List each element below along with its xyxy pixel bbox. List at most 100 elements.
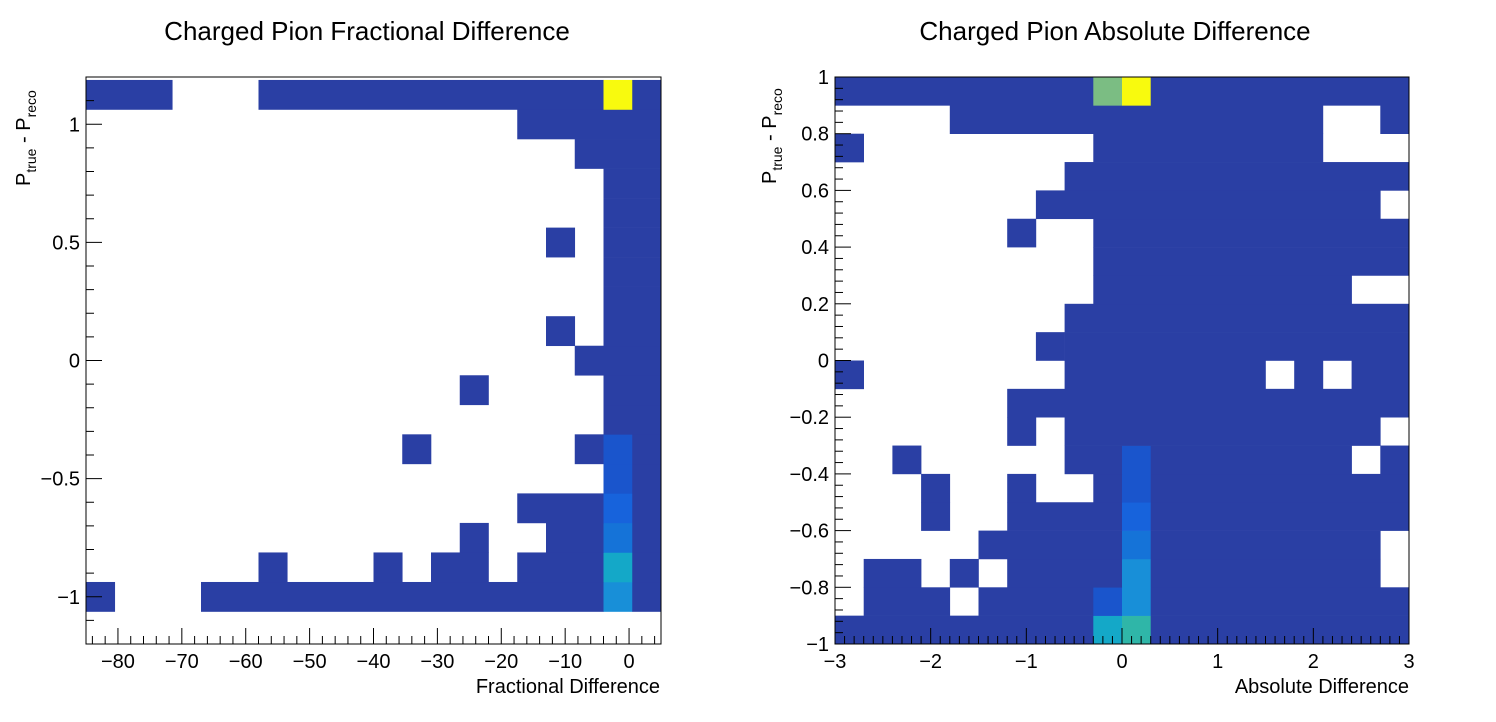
x-tick-label: 3 <box>1403 651 1414 673</box>
heatmap-cell <box>1064 417 1381 446</box>
y-tick-label: 0.8 <box>801 124 829 146</box>
heatmap-cell <box>1093 473 1123 503</box>
heatmap-cell <box>1007 417 1037 446</box>
heatmap-cell <box>1064 360 1266 390</box>
x-tick-label: −50 <box>293 651 327 673</box>
axes: −3 −2 −1 0 1 2 3 −1 −0.8 −0.6 −0.4 −0.2 0 0.2 0.4 0.6 0.… <box>790 67 1415 673</box>
heatmap-cell <box>517 552 604 583</box>
heatmap-cell <box>835 133 864 163</box>
x-tick-label: −40 <box>357 651 391 673</box>
heatmap-cell <box>517 493 604 524</box>
heatmap-cell <box>1093 275 1352 305</box>
axes: −80 −70 −60 −50 −40 −30 −20 −10 0 −1 −0.5 0 0.5 1 <box>41 76 662 673</box>
heatmap-cell <box>1122 587 1151 616</box>
heatmap-cell <box>574 434 604 465</box>
heatmap-cell <box>1064 445 1123 475</box>
y-tick-label: 0.4 <box>801 237 829 259</box>
heatmap-cell <box>1122 445 1151 475</box>
heatmap-cell <box>603 522 633 553</box>
x-tick-label: −3 <box>824 651 847 673</box>
heatmap-cell <box>1150 502 1410 531</box>
heatmap-cell <box>1294 360 1324 390</box>
heatmap-cell <box>921 473 951 503</box>
y-tick-label: 1 <box>818 67 829 89</box>
heatmap-cell <box>978 530 1123 560</box>
heatmap-cell <box>1122 77 1151 106</box>
y-tick-label: 0.5 <box>52 232 80 254</box>
heatmap-cell <box>632 552 662 583</box>
heatmap-cells <box>86 79 662 612</box>
heatmap-cell <box>892 445 922 475</box>
x-tick-label: −30 <box>420 651 454 673</box>
y-tick-label: −0.4 <box>790 464 829 486</box>
heatmap-cell <box>574 345 662 376</box>
x-tick-label: −80 <box>101 651 135 673</box>
heatmap-cell <box>603 434 633 465</box>
heatmap-cell <box>1007 558 1123 588</box>
heatmap-cell <box>603 286 662 317</box>
heatmap-cell <box>574 139 662 169</box>
heatmap-cell <box>546 522 604 553</box>
heatmap-cell <box>1122 502 1151 531</box>
heatmap-cell <box>603 375 662 406</box>
x-axis-label: Fractional Difference <box>476 676 660 698</box>
heatmap-cell <box>1064 332 1410 361</box>
absolute-difference-panel: Charged Pion Absolute Difference −3 −2 −1 0… <box>759 16 1415 698</box>
chart-title: Charged Pion Absolute Difference <box>919 16 1310 46</box>
heatmap-cell <box>603 463 633 494</box>
heatmap-cell <box>1093 133 1324 163</box>
x-tick-label: −2 <box>919 651 942 673</box>
heatmap-cell <box>86 79 173 110</box>
heatmap-cell <box>1122 558 1151 588</box>
heatmap-cell <box>603 316 662 347</box>
heatmap-cell <box>1150 473 1410 503</box>
heatmap-cell <box>632 522 662 553</box>
x-tick-label: −70 <box>165 651 199 673</box>
y-axis-label-sub-reco: reco <box>769 88 785 115</box>
heatmap-cell <box>835 77 1094 106</box>
heatmap-cell <box>1093 218 1410 248</box>
heatmap-cell <box>258 79 604 110</box>
heatmap-cell <box>603 404 662 435</box>
heatmap-cells <box>835 77 1410 645</box>
heatmap-cell <box>603 168 662 199</box>
heatmap-cell <box>459 522 489 553</box>
heatmap-cell <box>1007 218 1037 248</box>
y-tick-label: −1 <box>57 587 80 609</box>
heatmap-cell <box>1122 473 1151 503</box>
y-tick-label: −0.2 <box>790 407 829 429</box>
heatmap-cell <box>1122 615 1151 645</box>
heatmap-cell <box>1150 615 1410 645</box>
y-axis-label: Ptrue - Preco <box>759 88 785 184</box>
heatmap-cell <box>1093 587 1123 616</box>
heatmap-cell <box>603 552 633 583</box>
heatmap-cell <box>1380 105 1410 134</box>
heatmap-cell <box>1150 77 1410 106</box>
heatmap-cell <box>835 615 1094 645</box>
y-axis-label-main-2: P <box>759 115 781 128</box>
heatmap-cell <box>603 79 633 110</box>
y-tick-label: −0.6 <box>790 521 829 543</box>
y-tick-label: 0 <box>69 351 80 373</box>
heatmap-cell <box>603 581 633 612</box>
heatmap-cell <box>603 198 662 228</box>
heatmap-cell <box>921 502 951 531</box>
heatmap-cell <box>1351 360 1410 390</box>
heatmap-cell <box>632 463 662 494</box>
heatmap-cell <box>949 558 979 588</box>
x-tick-label: 2 <box>1308 651 1319 673</box>
heatmap-cell <box>431 552 489 583</box>
heatmap-cell <box>1007 473 1037 503</box>
y-tick-label: −1 <box>806 634 829 656</box>
heatmap-cell <box>1150 587 1410 616</box>
y-tick-label: 0.6 <box>801 180 829 202</box>
y-axis-label-sub-true: true <box>23 148 39 172</box>
fractional-difference-panel: Charged Pion Fractional Difference −80 −7… <box>13 16 662 698</box>
heatmap-cell <box>835 360 864 390</box>
heatmap-cell <box>1122 530 1151 560</box>
y-axis-label-main: P <box>759 171 781 184</box>
y-tick-label: 0.2 <box>801 294 829 316</box>
x-tick-label: 0 <box>1116 651 1127 673</box>
y-axis-label-main-2: P <box>13 117 35 130</box>
